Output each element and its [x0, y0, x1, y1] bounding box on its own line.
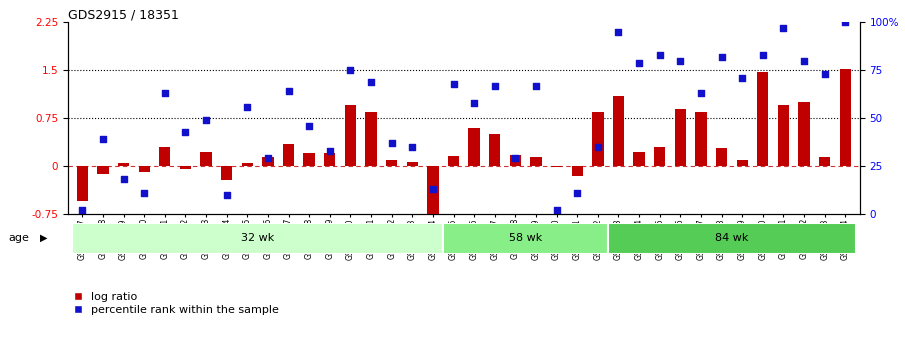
Point	[776, 26, 791, 31]
Point	[364, 79, 378, 85]
Point	[694, 90, 709, 96]
Point	[385, 140, 399, 146]
Text: GDS2915 / 18351: GDS2915 / 18351	[68, 8, 179, 21]
Text: age: age	[8, 233, 29, 243]
Bar	[242, 164, 253, 166]
Point	[281, 89, 296, 94]
Bar	[608, 223, 855, 254]
Bar	[634, 152, 644, 166]
Bar	[443, 223, 608, 254]
Point	[529, 83, 543, 88]
Bar	[654, 147, 665, 166]
Bar	[530, 157, 542, 166]
Point	[632, 60, 646, 66]
Point	[261, 156, 275, 161]
Point	[714, 54, 729, 60]
Bar	[798, 102, 810, 166]
Point	[405, 144, 420, 150]
Bar	[77, 166, 88, 201]
Text: 58 wk: 58 wk	[509, 233, 542, 243]
Point	[611, 29, 625, 35]
Bar	[777, 105, 789, 166]
Bar	[716, 148, 728, 166]
Point	[796, 58, 811, 63]
Point	[137, 190, 151, 196]
Point	[240, 104, 254, 109]
Bar	[221, 166, 233, 180]
Point	[549, 207, 564, 213]
Point	[425, 186, 440, 192]
Text: 84 wk: 84 wk	[715, 233, 748, 243]
Bar	[613, 96, 624, 166]
Bar	[406, 161, 418, 166]
Bar	[592, 112, 604, 166]
Bar	[97, 166, 109, 174]
Bar	[757, 72, 768, 166]
Bar	[572, 166, 583, 176]
Bar	[303, 153, 315, 166]
Bar	[283, 144, 294, 166]
Point	[508, 156, 522, 161]
Point	[199, 117, 214, 123]
Point	[96, 137, 110, 142]
Bar	[840, 69, 851, 166]
Point	[343, 68, 357, 73]
Bar	[386, 160, 397, 166]
Bar	[427, 166, 439, 222]
Point	[756, 52, 770, 58]
Point	[653, 52, 667, 58]
Point	[117, 177, 131, 182]
Bar	[695, 112, 707, 166]
Bar	[118, 163, 129, 166]
Bar	[489, 134, 500, 166]
Point	[570, 190, 585, 196]
Bar	[138, 166, 150, 172]
Point	[817, 71, 832, 77]
Bar	[366, 112, 376, 166]
Point	[322, 148, 337, 154]
Point	[467, 100, 481, 106]
Bar	[180, 166, 191, 169]
Point	[673, 58, 688, 63]
Point	[157, 90, 172, 96]
Bar	[345, 105, 356, 166]
Text: ▶: ▶	[40, 233, 47, 243]
Bar	[448, 156, 459, 166]
Bar	[72, 223, 443, 254]
Bar	[200, 152, 212, 166]
Bar	[551, 166, 562, 167]
Point	[735, 75, 749, 81]
Legend: log ratio, percentile rank within the sample: log ratio, percentile rank within the sa…	[73, 292, 279, 315]
Point	[488, 83, 502, 88]
Point	[219, 192, 233, 197]
Text: 32 wk: 32 wk	[241, 233, 274, 243]
Bar	[262, 157, 273, 166]
Bar	[510, 155, 521, 166]
Point	[178, 129, 193, 134]
Point	[446, 81, 461, 87]
Point	[75, 207, 90, 213]
Bar	[737, 160, 748, 166]
Point	[838, 20, 853, 25]
Point	[302, 123, 317, 129]
Bar	[324, 153, 336, 166]
Bar	[819, 157, 831, 166]
Point	[591, 144, 605, 150]
Bar	[469, 128, 480, 166]
Bar	[159, 147, 170, 166]
Bar	[674, 109, 686, 166]
